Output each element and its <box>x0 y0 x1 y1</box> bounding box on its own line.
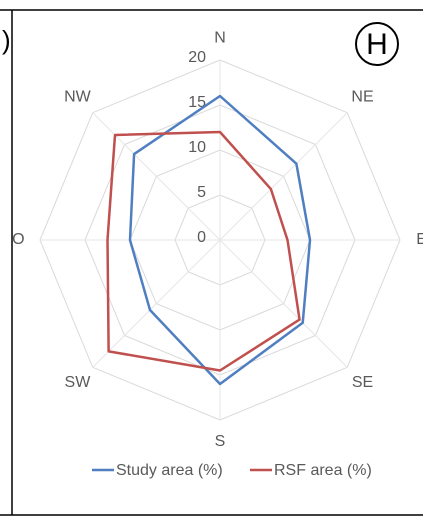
panel-label-circle <box>355 22 399 66</box>
axis-spoke <box>92 112 221 241</box>
tick-label: 0 <box>197 229 206 246</box>
panel-fragment: ) <box>2 25 11 55</box>
axis-spoke <box>92 239 221 368</box>
series-line <box>128 94 312 386</box>
axis-spoke <box>219 239 348 368</box>
legend-label: Study area (%) <box>116 462 223 479</box>
tick-label: 20 <box>188 49 206 66</box>
category-label: NW <box>64 89 92 106</box>
category-label: SE <box>352 374 373 391</box>
category-label: N <box>214 30 226 47</box>
category-label: O <box>12 231 24 248</box>
series-line <box>106 130 301 372</box>
category-label: NE <box>351 89 373 106</box>
category-label: S <box>215 433 226 450</box>
tick-label: 10 <box>188 139 206 156</box>
axis-spoke <box>219 112 348 241</box>
legend-label: RSF area (%) <box>274 462 372 479</box>
category-label: SW <box>65 374 92 391</box>
category-label: E <box>416 231 423 248</box>
panel-label: H <box>366 28 388 61</box>
tick-label: 5 <box>197 184 206 201</box>
